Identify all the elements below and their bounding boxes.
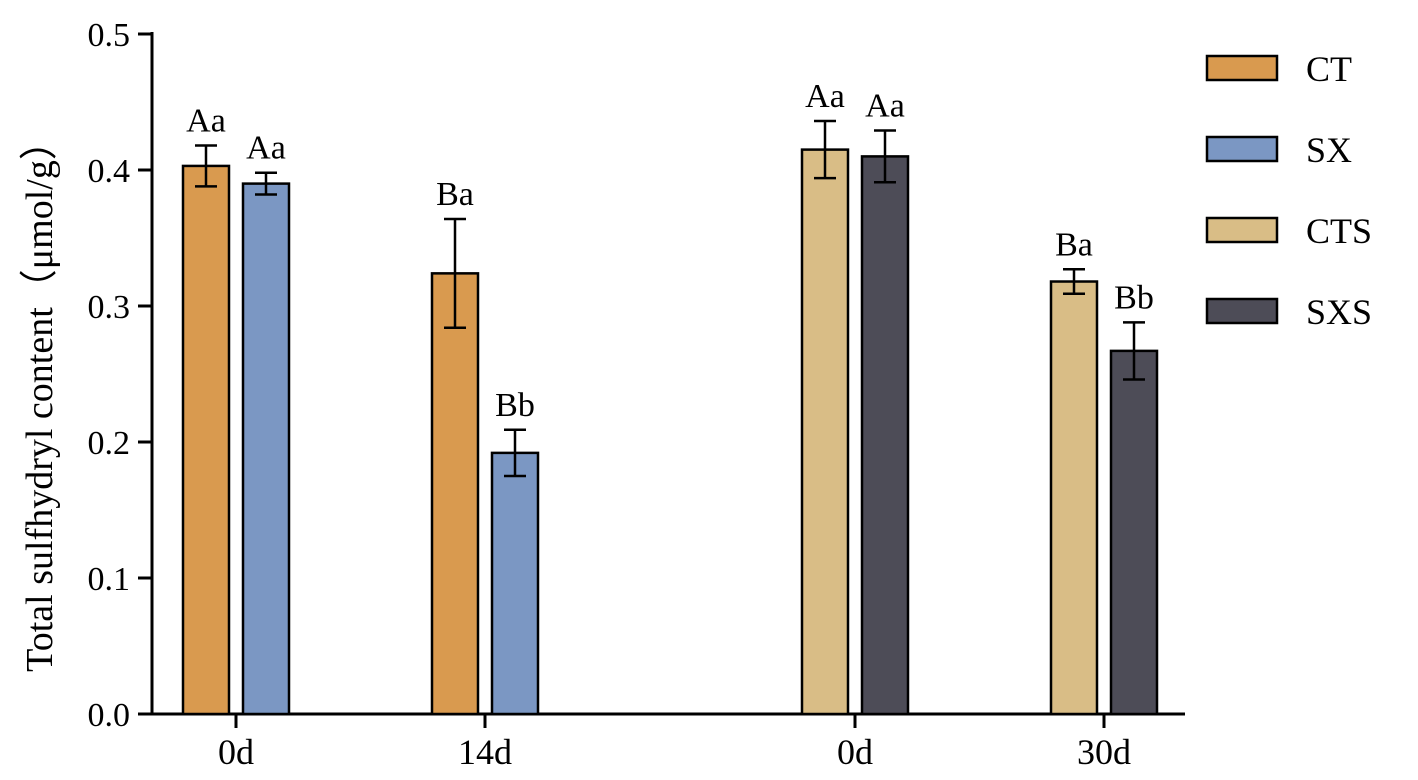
bar-ct [181, 164, 231, 716]
x-tick-label: 14d [458, 732, 512, 772]
legend-label: SXS [1306, 292, 1372, 332]
bar-sxs [1109, 349, 1159, 716]
x-tick-label: 30d [1077, 732, 1131, 772]
significance-label: Bb [1114, 279, 1154, 316]
y-tick-label: 0.1 [88, 561, 131, 598]
legend-item-cts: CTS [1205, 211, 1372, 251]
y-axis-label: Total sulfhydryl content（μmol/g） [19, 122, 61, 672]
legend-item-ct: CT [1205, 49, 1352, 89]
legend-label: CT [1306, 49, 1352, 89]
significance-label: Bb [495, 387, 535, 424]
significance-label: Aa [805, 78, 845, 115]
y-tick-label: 0.2 [88, 425, 131, 462]
bar-group-item: Bb [490, 387, 540, 716]
legend: CT SX CTS SXS [1205, 49, 1372, 332]
y-tick-label: 0.3 [88, 289, 131, 326]
legend-swatch [1205, 135, 1279, 163]
significance-label: Aa [246, 130, 286, 167]
bars: Aa Aa Ba Bb Aa Aa Ba Bb [181, 78, 1159, 716]
x-tick-label: 0d [837, 732, 873, 772]
bar-group-item: Aa [241, 130, 291, 716]
significance-label: Aa [186, 103, 226, 140]
legend-swatch [1205, 297, 1279, 325]
bar-sxs [860, 155, 910, 716]
y-tick-label: 0.0 [88, 697, 131, 734]
legend-swatch [1205, 216, 1279, 244]
significance-label: Ba [436, 176, 474, 213]
legend-swatch [1205, 54, 1279, 82]
bar-cts [800, 148, 850, 716]
bar-ct [430, 272, 480, 716]
y-tick-label: 0.5 [88, 17, 131, 54]
bar-group-item: Aa [800, 78, 850, 716]
bar-group-item: Ba [1049, 226, 1099, 716]
y-axis: 0.0 0.1 0.2 0.3 0.4 0.5 [88, 17, 154, 734]
bar-group-item: Ba [430, 176, 480, 716]
legend-item-sxs: SXS [1205, 292, 1372, 332]
x-axis: 0d 14d 0d 30d [152, 712, 1185, 772]
legend-label: SX [1306, 130, 1352, 170]
bar-group-item: Aa [181, 103, 231, 716]
bar-group-item: Aa [860, 88, 910, 716]
significance-label: Aa [865, 88, 905, 125]
bar-cts [1049, 280, 1099, 716]
x-tick-label: 0d [218, 732, 254, 772]
legend-label: CTS [1306, 211, 1372, 251]
bar-sx [241, 182, 291, 716]
bar-sx [490, 451, 540, 716]
legend-item-sx: SX [1205, 130, 1352, 170]
y-tick-label: 0.4 [88, 153, 131, 190]
significance-label: Ba [1055, 226, 1093, 263]
bar-group-item: Bb [1109, 279, 1159, 716]
